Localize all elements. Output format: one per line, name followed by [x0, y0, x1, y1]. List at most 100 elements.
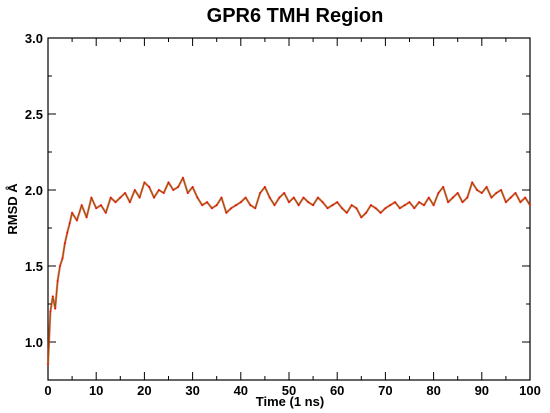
rmsd-point [249, 204, 252, 207]
rmsd-point [59, 265, 61, 267]
rmsd-point [47, 363, 49, 366]
rmsd-point [514, 192, 517, 194]
rmsd-point [447, 201, 449, 204]
rmsd-point [196, 196, 199, 199]
rmsd-point [201, 204, 204, 207]
y-tick-label: 1.5 [25, 259, 43, 274]
plot-frame [47, 37, 531, 381]
rmsd-point [220, 196, 223, 199]
rmsd-point [100, 204, 102, 207]
rmsd-point [451, 196, 454, 199]
rmsd-point [153, 196, 155, 199]
rmsd-point [71, 211, 73, 214]
rmsd-point [148, 186, 151, 188]
rmsd-point [133, 189, 136, 191]
chart-title: GPR6 TMH Region [207, 5, 384, 27]
rmsd-point [302, 196, 305, 199]
x-axis-label: Time (1 ns) [256, 394, 324, 409]
rmsd-point [210, 207, 213, 210]
rmsd-point [403, 204, 406, 207]
x-tick-label: 50 [282, 383, 296, 398]
rmsd-point [85, 216, 88, 219]
rmsd-point [95, 207, 98, 210]
rmsd-point [177, 186, 180, 188]
rmsd-point [360, 216, 363, 219]
rmsd-point [124, 192, 127, 194]
rmsd-point [427, 196, 430, 199]
rmsd-point [235, 204, 237, 207]
rmsd-series-line [47, 177, 531, 365]
rmsd-point [215, 204, 218, 207]
x-tick-label: 10 [89, 383, 103, 398]
rmsd-point [259, 192, 261, 194]
rmsd-point [109, 196, 112, 199]
rmsd-point [278, 196, 281, 199]
rmsd-point [119, 196, 122, 199]
y-axis-label: RMSD Å [5, 183, 20, 235]
x-tick-label: 70 [378, 383, 392, 398]
rmsd-point [129, 201, 131, 204]
rmsd-point [398, 207, 401, 210]
rmsd-point [437, 192, 440, 194]
rmsd-point [66, 231, 69, 234]
rmsd-point [321, 201, 324, 204]
rmsd-point [317, 196, 319, 199]
x-tick-label: 30 [185, 383, 199, 398]
rmsd-point [500, 189, 502, 191]
series-layer [46, 176, 531, 366]
rmsd-point [519, 201, 522, 204]
rmsd-point [51, 295, 54, 298]
rmsd-point [336, 201, 339, 204]
rmsd-point [182, 176, 184, 179]
rmsd-point [63, 242, 66, 245]
x-tick-label: 60 [330, 383, 344, 398]
rmsd-point [80, 204, 83, 207]
rmsd-point [341, 207, 343, 210]
rmsd-point [413, 207, 416, 210]
rmsd-point [225, 211, 228, 214]
y-tick-label: 1.0 [25, 335, 43, 350]
rmsd-point [68, 222, 71, 225]
rmsd-point [90, 196, 93, 199]
axis-ticks [47, 37, 531, 380]
rmsd-point [509, 196, 512, 199]
rmsd-point [374, 207, 377, 210]
rmsd-point [476, 189, 478, 191]
rmsd-point [49, 310, 52, 313]
rmsd-point [157, 189, 160, 191]
rmsd-point [379, 211, 382, 214]
rmsd-point [423, 204, 425, 207]
rmsd-point [331, 204, 334, 207]
rmsd-point [408, 201, 411, 204]
rmsd-point [186, 192, 189, 194]
rmsd-point [104, 211, 107, 214]
rmsd-point [394, 201, 396, 204]
rmsd-point [471, 181, 474, 184]
rmsd-point [384, 207, 387, 210]
rmsd-point [418, 201, 421, 204]
rmsd-point [312, 204, 314, 207]
rmsd-point [505, 201, 507, 204]
rmsd-point [350, 204, 353, 207]
x-tick-label: 0 [44, 383, 51, 398]
rmsd-point [442, 186, 445, 188]
rmsd-point [191, 186, 194, 188]
rmsd-point [389, 204, 392, 207]
rmsd-point [365, 211, 368, 214]
rmsd-point [172, 189, 175, 191]
rmsd-point [355, 207, 358, 210]
rmsd-point [138, 196, 141, 199]
rmsd-point [167, 181, 170, 184]
y-tick-label: 3.0 [25, 31, 43, 46]
rmsd-point [206, 201, 208, 204]
rmsd-point [76, 219, 78, 222]
x-tick-label: 100 [519, 383, 541, 398]
rmsd-point [273, 204, 276, 207]
rmsd-point [524, 196, 527, 199]
rmsd-point [56, 280, 59, 283]
axis-tick-labels: 0 10 20 30 40 50 60 70 80 90 100 1.0 1.5 2.0 2.5 3.0 [25, 31, 541, 398]
rmsd-point [466, 196, 469, 199]
x-tick-label: 90 [475, 383, 489, 398]
rmsd-point [529, 204, 531, 207]
